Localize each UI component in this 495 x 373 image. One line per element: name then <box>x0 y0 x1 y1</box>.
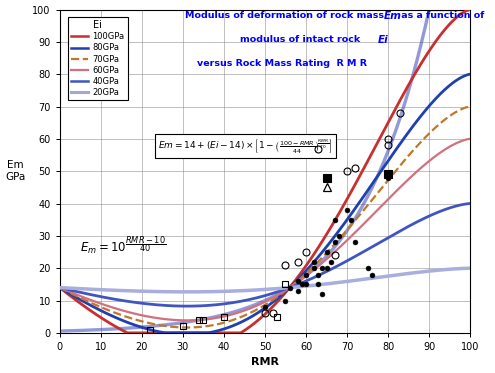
Text: versus Rock Mass Rating  R M R: versus Rock Mass Rating R M R <box>197 59 367 68</box>
Text: $Em = 14 + (Ei - 14) \times \left[1 - \left(\frac{100 - RMR}{44}\right)^{\!\frac: $Em = 14 + (Ei - 14) \times \left[1 - \l… <box>158 137 333 155</box>
Text: Ei: Ei <box>378 35 389 45</box>
Y-axis label: Em
GPa: Em GPa <box>5 160 26 182</box>
X-axis label: RMR: RMR <box>251 357 279 367</box>
Text: Modulus of deformation of rock mass: Modulus of deformation of rock mass <box>185 11 384 20</box>
Text: $E_m = 10^{\dfrac{RMR-10}{40}}$: $E_m = 10^{\dfrac{RMR-10}{40}}$ <box>80 234 167 257</box>
Legend: 100GPa, 80GPa, 70GPa, 60GPa, 40GPa, 20GPa: 100GPa, 80GPa, 70GPa, 60GPa, 40GPa, 20GP… <box>68 17 128 100</box>
Text: modulus of intact rock: modulus of intact rock <box>241 35 364 44</box>
Text: as a function of: as a function of <box>398 11 485 20</box>
Text: Em: Em <box>384 11 402 21</box>
